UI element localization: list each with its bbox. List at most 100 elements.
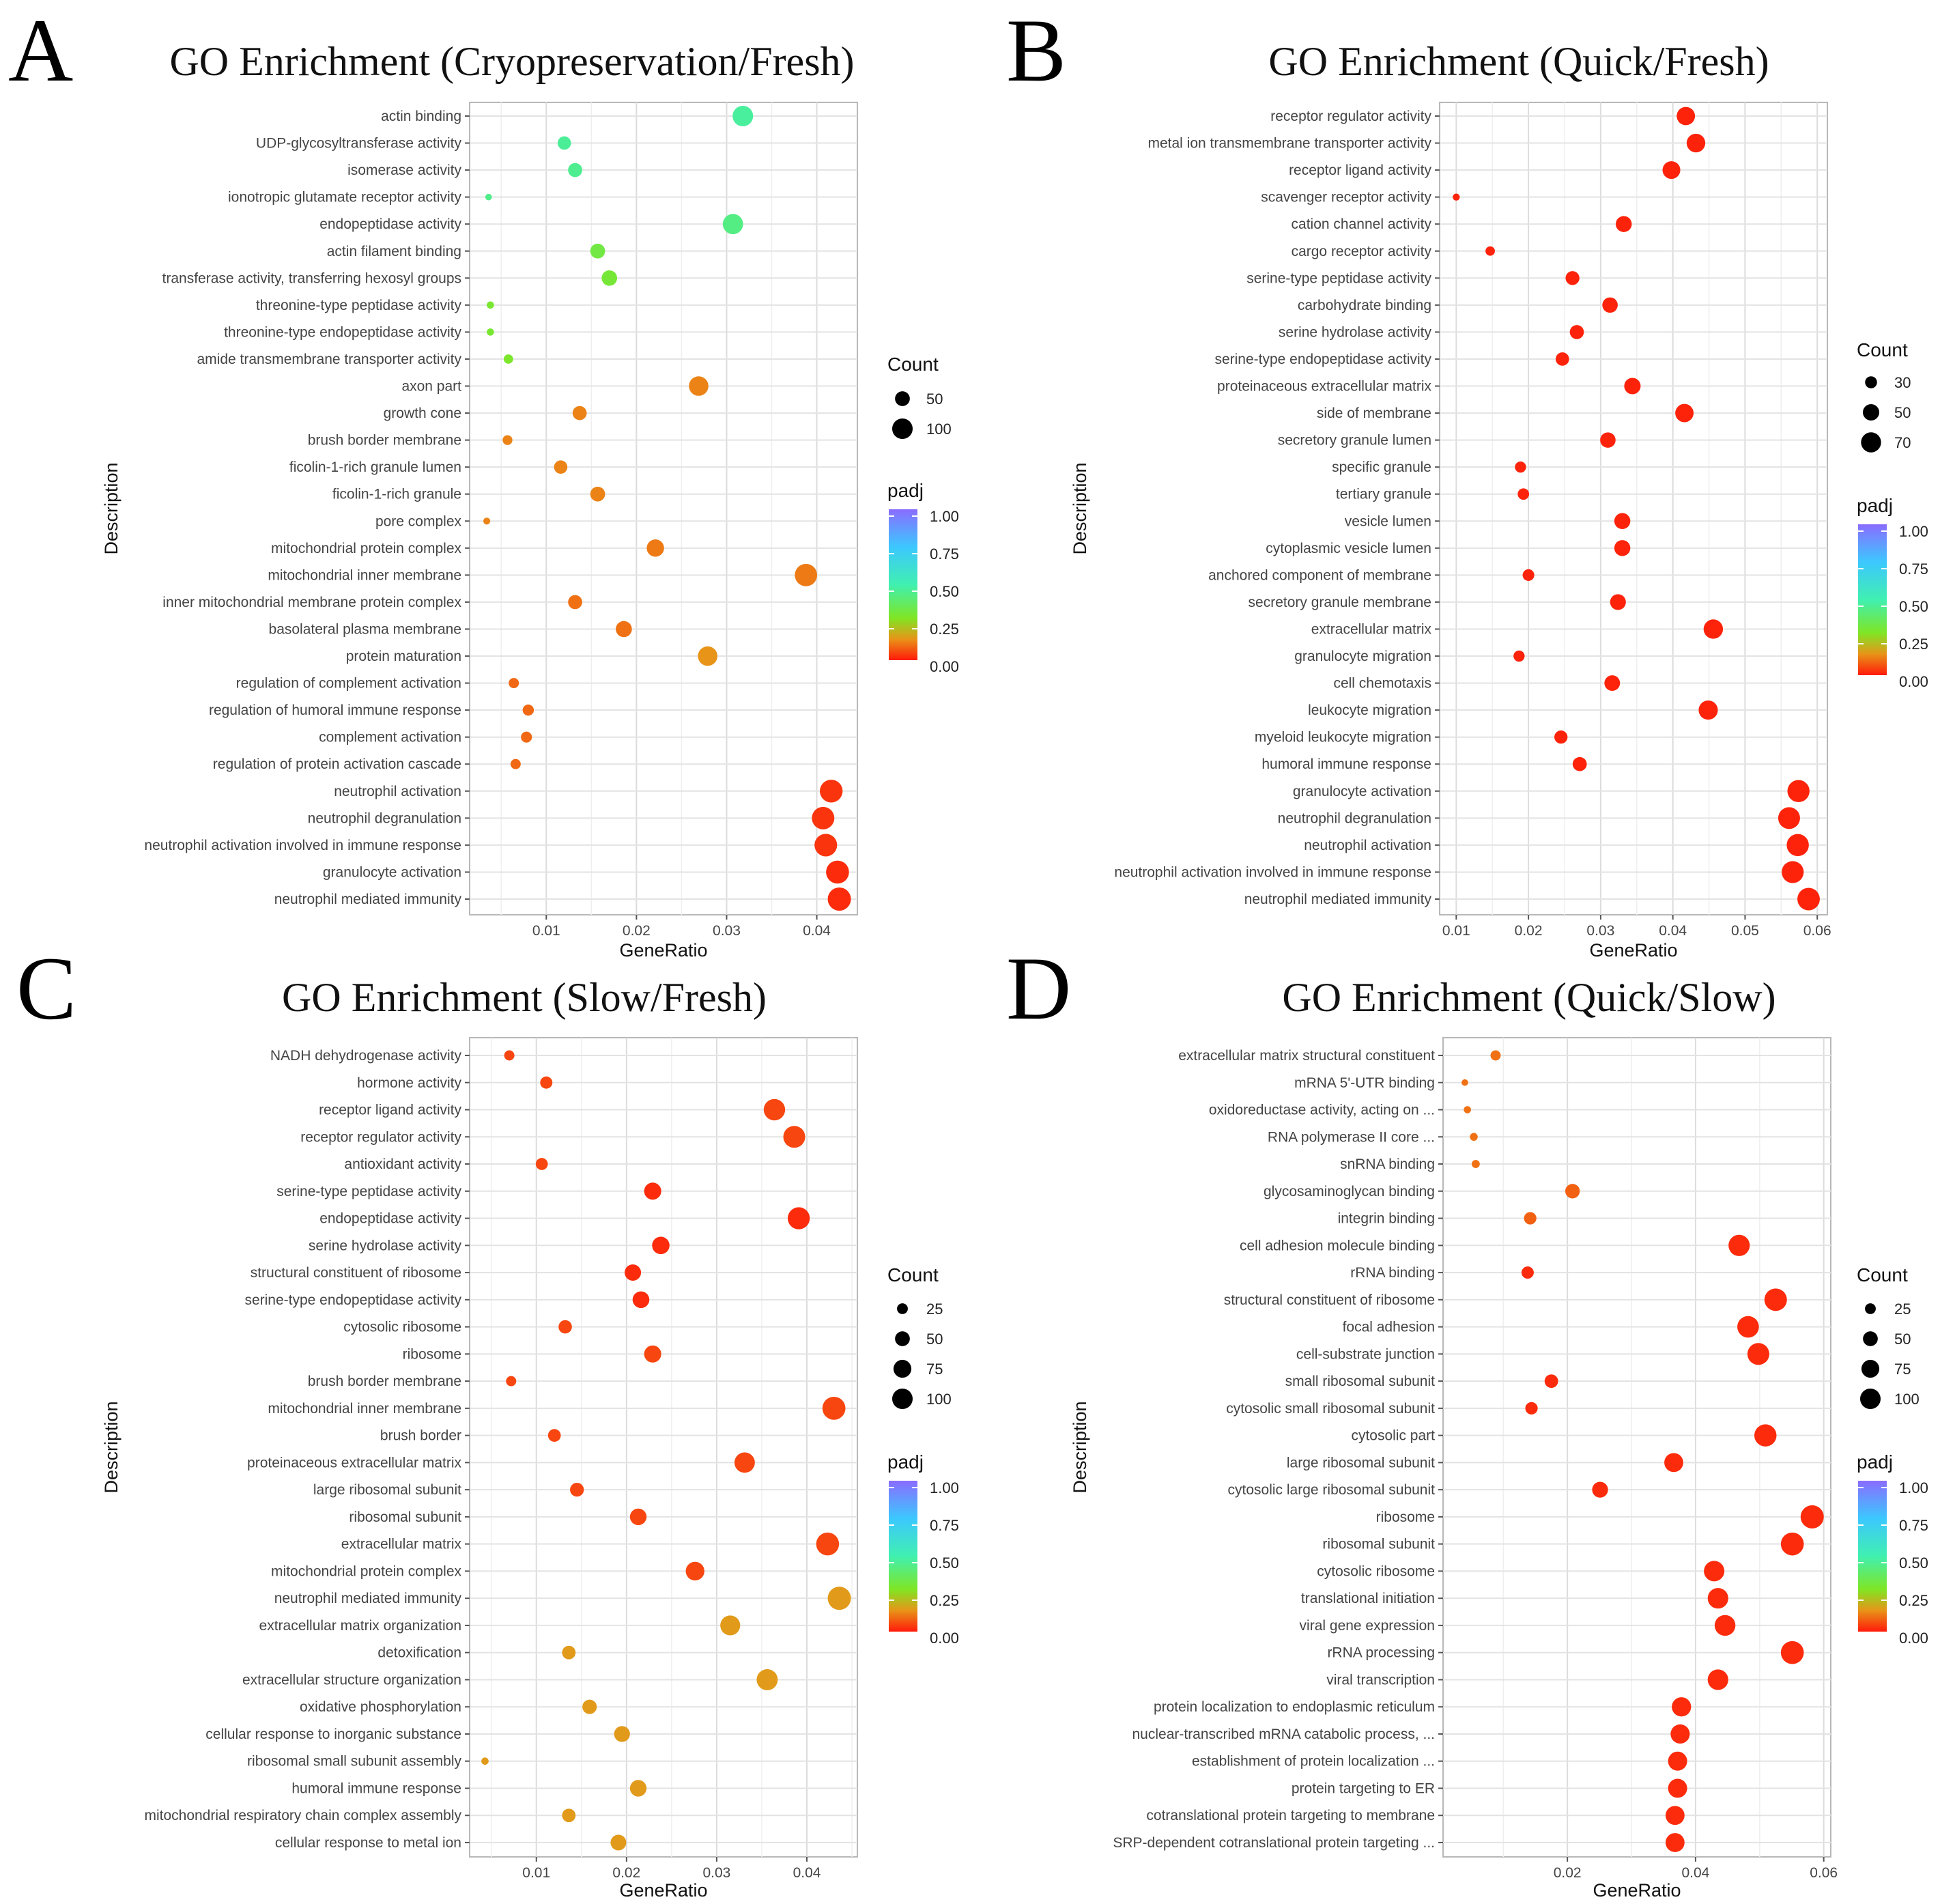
padj-legend-label: 0.50	[1899, 1554, 1928, 1572]
data-point	[787, 1207, 810, 1230]
y-tick-label: carbohydrate binding	[1298, 298, 1431, 313]
y-tick-label: oxidoreductase activity, acting on ...	[1209, 1103, 1435, 1118]
y-tick-label: regulation of protein activation cascade	[213, 756, 461, 772]
count-legend-items: 25 50 75 100	[1859, 1301, 1920, 1410]
data-point	[1668, 1778, 1687, 1798]
y-tick-label: axon part	[401, 379, 461, 395]
x-tick-labels: 0.01 0.02 0.03 0.04 0.05 0.06	[1442, 923, 1831, 939]
data-point	[685, 1561, 704, 1581]
panel-b: B GO Enrichment (Quick/Fresh) receptor r…	[1006, 0, 1928, 961]
y-tick-label: transferase activity, transferring hexos…	[162, 270, 461, 286]
padj-legend-label: 0.75	[930, 545, 959, 563]
data-point	[483, 517, 491, 525]
count-legend-dot	[891, 1388, 913, 1410]
y-tick-label: extracellular matrix organization	[259, 1618, 461, 1634]
panel-letter-a: A	[8, 0, 73, 100]
y-tick-label: ficolin-1-rich granule	[332, 487, 461, 502]
panel-d: D GO Enrichment (Quick/Slow) extracellul…	[1006, 938, 1928, 1901]
y-tick-label: receptor ligand activity	[1289, 162, 1431, 178]
data-point	[1490, 1050, 1501, 1061]
count-legend-dot	[1865, 376, 1877, 388]
padj-legend-label: 0.00	[930, 1630, 959, 1647]
count-legend: Count 25 50 75 100	[1857, 1264, 1920, 1410]
count-legend-label: 75	[1894, 1361, 1911, 1378]
data-point	[562, 1645, 576, 1660]
data-point	[720, 1615, 741, 1636]
data-point	[521, 731, 532, 743]
count-legend-dot	[1861, 432, 1881, 453]
x-axis-label: GeneRatio	[619, 940, 707, 961]
y-tick-label: proteinaceous extracellular matrix	[1217, 379, 1431, 395]
x-axis-label: GeneRatio	[619, 1880, 707, 1901]
data-point	[570, 1483, 584, 1497]
data-point	[732, 105, 754, 127]
y-tick-label: endopeptidase activity	[319, 1211, 461, 1227]
data-point	[1703, 619, 1724, 639]
y-tick-label: granulocyte migration	[1294, 649, 1431, 664]
data-point	[535, 1158, 548, 1170]
data-point	[1665, 1806, 1685, 1825]
y-tick-label: mRNA 5'-UTR binding	[1294, 1075, 1435, 1091]
count-legend-dot	[895, 1331, 910, 1346]
count-legend-label: 30	[1894, 374, 1911, 391]
x-tick-labels: 0.01 0.02 0.03 0.04	[532, 923, 831, 939]
x-axis-label: GeneRatio	[1589, 940, 1677, 961]
data-point	[582, 1699, 597, 1714]
data-point	[1544, 1374, 1558, 1389]
y-tick-label: protein localization to endoplasmic reti…	[1154, 1699, 1435, 1715]
x-axis-label: GeneRatio	[1593, 1880, 1681, 1901]
data-points	[1461, 1050, 1824, 1852]
y-tick-label: humoral immune response	[291, 1780, 461, 1796]
padj-legend-label: 1.00	[930, 1479, 959, 1496]
count-legend-dot	[1859, 1388, 1881, 1410]
y-tick-label: extracellular matrix	[1311, 621, 1432, 637]
x-tick-label: 0.03	[1586, 923, 1614, 939]
count-legend-label: 25	[926, 1301, 943, 1318]
padj-legend-label: 0.50	[1899, 598, 1928, 615]
y-tick-label: serine-type endopeptidase activity	[1214, 352, 1431, 367]
data-point	[625, 1264, 642, 1281]
count-legend-items: 30 50 70	[1861, 374, 1911, 453]
y-tick-label: mitochondrial inner membrane	[268, 567, 461, 583]
data-point	[1464, 1106, 1471, 1113]
padj-legend-label: 0.75	[1899, 1517, 1928, 1534]
data-point	[1747, 1343, 1769, 1365]
padj-legend-labels: 1.00 0.75 0.50 0.25 0.00	[889, 508, 959, 675]
padj-legend-label: 0.25	[930, 1592, 959, 1609]
x-tick-label: 0.04	[803, 923, 831, 939]
y-tick-label: integrin binding	[1338, 1211, 1435, 1227]
count-legend: Count 50 100	[887, 354, 952, 440]
data-point	[1517, 488, 1530, 500]
data-point	[1592, 1481, 1608, 1498]
data-point	[1604, 675, 1621, 692]
y-tick-label: large ribosomal subunit	[1287, 1455, 1435, 1470]
x-tick-label: 0.01	[522, 1865, 550, 1881]
count-legend-dot	[1863, 1331, 1878, 1346]
y-tick-label: ribosome	[1376, 1509, 1435, 1525]
count-legend-label: 100	[1894, 1391, 1920, 1408]
legend-title-count: Count	[887, 1264, 939, 1285]
data-point	[1764, 1288, 1787, 1311]
x-tick-label: 0.02	[1515, 923, 1543, 939]
y-tick-label: receptor regulator activity	[1270, 109, 1431, 124]
grid	[465, 1038, 857, 1862]
data-point	[629, 1508, 647, 1526]
y-tick-label: cell adhesion molecule binding	[1240, 1238, 1435, 1253]
y-tick-label: cell-substrate junction	[1296, 1346, 1435, 1362]
chart-title: GO Enrichment (Slow/Fresh)	[282, 975, 767, 1020]
y-tick-label: cation channel activity	[1292, 216, 1432, 232]
y-tick-label: tertiary granule	[1336, 487, 1431, 502]
data-point	[506, 1376, 517, 1387]
y-tick-label: receptor regulator activity	[300, 1129, 461, 1145]
legend-title-count: Count	[1857, 339, 1908, 360]
x-tick-label: 0.04	[793, 1865, 821, 1881]
panel-a: A GO Enrichment (Cryopreservation/Fresh)…	[8, 0, 959, 961]
data-point	[1525, 1402, 1538, 1415]
data-point	[1664, 1453, 1683, 1473]
count-legend-dot	[891, 418, 913, 440]
count-legend-label: 70	[1894, 434, 1911, 451]
y-tick-label: isomerase activity	[347, 162, 461, 178]
data-point	[557, 136, 571, 150]
count-legend-label: 75	[926, 1361, 943, 1378]
padj-colorbar	[889, 509, 917, 660]
